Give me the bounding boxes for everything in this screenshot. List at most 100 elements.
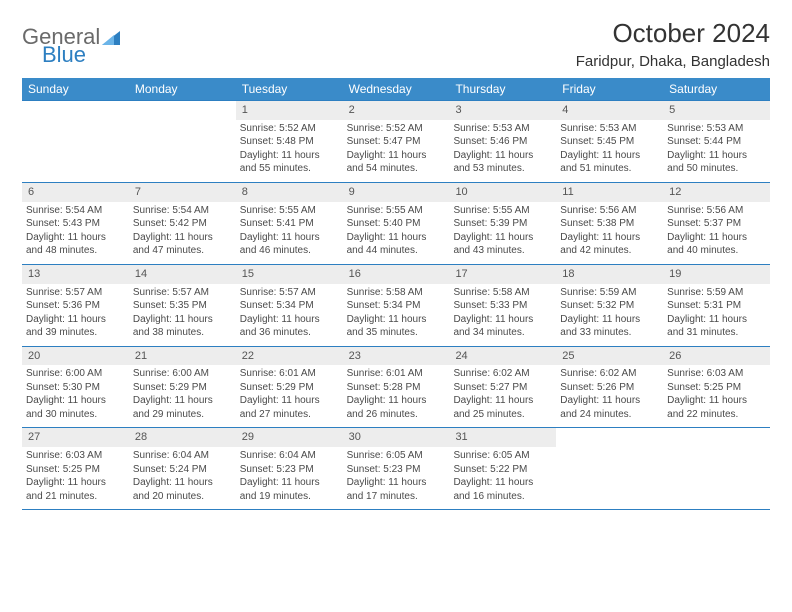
daylight-line-2: and 21 minutes. <box>26 490 125 504</box>
daylight-line-1: Daylight: 11 hours <box>453 476 552 490</box>
day-cell: 28Sunrise: 6:04 AMSunset: 5:24 PMDayligh… <box>129 428 236 509</box>
sunrise-line: Sunrise: 5:52 AM <box>347 122 446 136</box>
daylight-line-1: Daylight: 11 hours <box>453 149 552 163</box>
daylight-line-1: Daylight: 11 hours <box>560 231 659 245</box>
day-cell: 19Sunrise: 5:59 AMSunset: 5:31 PMDayligh… <box>663 265 770 346</box>
day-number: 21 <box>129 347 236 366</box>
logo-text-2-wrap: Blue <box>42 42 86 68</box>
sunrise-line: Sunrise: 5:56 AM <box>667 204 766 218</box>
sunrise-line: Sunrise: 5:57 AM <box>240 286 339 300</box>
day-number: 18 <box>556 265 663 284</box>
day-number: 30 <box>343 428 450 447</box>
sunset-line: Sunset: 5:45 PM <box>560 135 659 149</box>
calendar: SundayMondayTuesdayWednesdayThursdayFrid… <box>22 78 770 510</box>
dow-thursday: Thursday <box>449 78 556 100</box>
day-cell: 26Sunrise: 6:03 AMSunset: 5:25 PMDayligh… <box>663 347 770 428</box>
location: Faridpur, Dhaka, Bangladesh <box>576 53 770 70</box>
sunrise-line: Sunrise: 6:03 AM <box>667 367 766 381</box>
dow-saturday: Saturday <box>663 78 770 100</box>
sunset-line: Sunset: 5:33 PM <box>453 299 552 313</box>
day-number: 16 <box>343 265 450 284</box>
sunset-line: Sunset: 5:25 PM <box>667 381 766 395</box>
daylight-line-1: Daylight: 11 hours <box>667 313 766 327</box>
sunrise-line: Sunrise: 5:56 AM <box>560 204 659 218</box>
day-body: Sunrise: 6:01 AMSunset: 5:28 PMDaylight:… <box>343 365 450 427</box>
day-cell: 16Sunrise: 5:58 AMSunset: 5:34 PMDayligh… <box>343 265 450 346</box>
day-cell: 11Sunrise: 5:56 AMSunset: 5:38 PMDayligh… <box>556 183 663 264</box>
daylight-line-2: and 53 minutes. <box>453 162 552 176</box>
day-body: Sunrise: 5:57 AMSunset: 5:36 PMDaylight:… <box>22 284 129 346</box>
daylight-line-2: and 17 minutes. <box>347 490 446 504</box>
sunrise-line: Sunrise: 5:52 AM <box>240 122 339 136</box>
daylight-line-2: and 50 minutes. <box>667 162 766 176</box>
daylight-line-2: and 27 minutes. <box>240 408 339 422</box>
day-number: 29 <box>236 428 343 447</box>
day-body: Sunrise: 5:54 AMSunset: 5:43 PMDaylight:… <box>22 202 129 264</box>
day-body: Sunrise: 5:55 AMSunset: 5:39 PMDaylight:… <box>449 202 556 264</box>
sunrise-line: Sunrise: 6:01 AM <box>347 367 446 381</box>
day-cell: 22Sunrise: 6:01 AMSunset: 5:29 PMDayligh… <box>236 347 343 428</box>
dow-tuesday: Tuesday <box>236 78 343 100</box>
daylight-line-2: and 39 minutes. <box>26 326 125 340</box>
daylight-line-2: and 54 minutes. <box>347 162 446 176</box>
logo-text-2: Blue <box>42 42 86 67</box>
daylight-line-1: Daylight: 11 hours <box>26 394 125 408</box>
sunset-line: Sunset: 5:44 PM <box>667 135 766 149</box>
daylight-line-1: Daylight: 11 hours <box>453 394 552 408</box>
day-cell: 12Sunrise: 5:56 AMSunset: 5:37 PMDayligh… <box>663 183 770 264</box>
day-body: Sunrise: 5:58 AMSunset: 5:34 PMDaylight:… <box>343 284 450 346</box>
sunset-line: Sunset: 5:22 PM <box>453 463 552 477</box>
day-number: 3 <box>449 101 556 120</box>
day-cell: 9Sunrise: 5:55 AMSunset: 5:40 PMDaylight… <box>343 183 450 264</box>
daylight-line-2: and 29 minutes. <box>133 408 232 422</box>
day-number: 22 <box>236 347 343 366</box>
daylight-line-1: Daylight: 11 hours <box>560 394 659 408</box>
sunset-line: Sunset: 5:29 PM <box>240 381 339 395</box>
day-body: Sunrise: 5:54 AMSunset: 5:42 PMDaylight:… <box>129 202 236 264</box>
day-body: Sunrise: 5:57 AMSunset: 5:35 PMDaylight:… <box>129 284 236 346</box>
sunrise-line: Sunrise: 5:58 AM <box>453 286 552 300</box>
daylight-line-2: and 38 minutes. <box>133 326 232 340</box>
sunset-line: Sunset: 5:24 PM <box>133 463 232 477</box>
daylight-line-1: Daylight: 11 hours <box>26 313 125 327</box>
daylight-line-1: Daylight: 11 hours <box>240 231 339 245</box>
day-body: Sunrise: 5:52 AMSunset: 5:47 PMDaylight:… <box>343 120 450 182</box>
day-number: 19 <box>663 265 770 284</box>
day-body: Sunrise: 5:55 AMSunset: 5:40 PMDaylight:… <box>343 202 450 264</box>
sunrise-line: Sunrise: 5:54 AM <box>133 204 232 218</box>
day-body: Sunrise: 5:58 AMSunset: 5:33 PMDaylight:… <box>449 284 556 346</box>
daylight-line-2: and 26 minutes. <box>347 408 446 422</box>
day-body: Sunrise: 6:03 AMSunset: 5:25 PMDaylight:… <box>22 447 129 509</box>
dow-friday: Friday <box>556 78 663 100</box>
day-body: Sunrise: 6:03 AMSunset: 5:25 PMDaylight:… <box>663 365 770 427</box>
day-cell: 24Sunrise: 6:02 AMSunset: 5:27 PMDayligh… <box>449 347 556 428</box>
sunrise-line: Sunrise: 5:59 AM <box>560 286 659 300</box>
day-cell: 3Sunrise: 5:53 AMSunset: 5:46 PMDaylight… <box>449 101 556 182</box>
weeks-container: 001Sunrise: 5:52 AMSunset: 5:48 PMDaylig… <box>22 100 770 509</box>
daylight-line-2: and 30 minutes. <box>26 408 125 422</box>
daylight-line-2: and 22 minutes. <box>667 408 766 422</box>
sunrise-line: Sunrise: 5:53 AM <box>560 122 659 136</box>
day-cell: 17Sunrise: 5:58 AMSunset: 5:33 PMDayligh… <box>449 265 556 346</box>
daylight-line-1: Daylight: 11 hours <box>26 476 125 490</box>
sunrise-line: Sunrise: 5:59 AM <box>667 286 766 300</box>
sunrise-line: Sunrise: 5:55 AM <box>453 204 552 218</box>
sunrise-line: Sunrise: 5:57 AM <box>133 286 232 300</box>
day-number: 15 <box>236 265 343 284</box>
day-cell: 5Sunrise: 5:53 AMSunset: 5:44 PMDaylight… <box>663 101 770 182</box>
month-title: October 2024 <box>576 18 770 49</box>
daylight-line-2: and 47 minutes. <box>133 244 232 258</box>
sunset-line: Sunset: 5:27 PM <box>453 381 552 395</box>
day-number: 31 <box>449 428 556 447</box>
daylight-line-1: Daylight: 11 hours <box>240 476 339 490</box>
sunrise-line: Sunrise: 6:01 AM <box>240 367 339 381</box>
sunset-line: Sunset: 5:28 PM <box>347 381 446 395</box>
sunset-line: Sunset: 5:34 PM <box>240 299 339 313</box>
sunset-line: Sunset: 5:29 PM <box>133 381 232 395</box>
daylight-line-1: Daylight: 11 hours <box>240 149 339 163</box>
day-number: 17 <box>449 265 556 284</box>
day-number: 10 <box>449 183 556 202</box>
day-body: Sunrise: 6:02 AMSunset: 5:26 PMDaylight:… <box>556 365 663 427</box>
day-number: 13 <box>22 265 129 284</box>
week-row: 13Sunrise: 5:57 AMSunset: 5:36 PMDayligh… <box>22 264 770 346</box>
